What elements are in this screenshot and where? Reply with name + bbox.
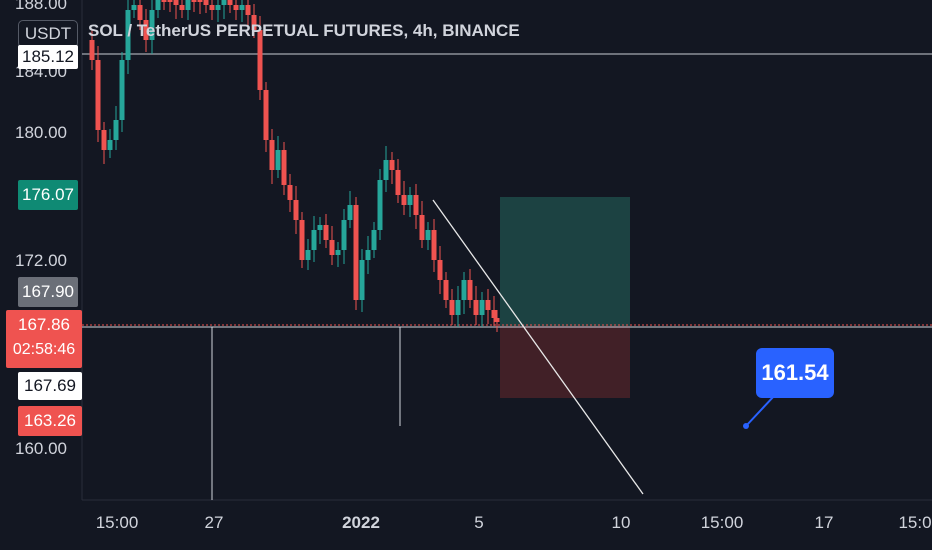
- candle-body: [347, 205, 353, 220]
- candle-body: [161, 0, 167, 2]
- candle-body: [461, 280, 467, 300]
- candle-body: [227, 0, 233, 5]
- time-tick-1500-a: 15:00: [95, 513, 139, 532]
- candle-body: [131, 5, 137, 10]
- candle-body: [299, 220, 305, 260]
- take-profit-price-label: 176.07: [18, 180, 78, 210]
- candle-body: [437, 260, 443, 280]
- price-tick-188: 188.00: [15, 0, 67, 13]
- candle-body: [263, 90, 269, 140]
- candle-body: [269, 140, 275, 170]
- candle-body: [449, 300, 455, 315]
- candle-body: [353, 205, 359, 300]
- candle-body: [179, 5, 185, 10]
- candle-body: [107, 140, 113, 150]
- candle-body: [233, 5, 239, 10]
- candle-body: [395, 170, 401, 195]
- candle-body: [167, 0, 173, 2]
- time-tick-2022: 2022: [342, 513, 380, 532]
- candle-body: [389, 160, 395, 170]
- candle-body: [365, 250, 371, 260]
- candle-body: [443, 280, 449, 300]
- candle-body: [494, 318, 500, 322]
- candle-body: [305, 250, 311, 260]
- candle-body: [317, 225, 323, 230]
- candle-body: [89, 40, 95, 60]
- candle-body: [203, 0, 209, 5]
- callout-pointer: [745, 394, 776, 427]
- candle-body: [137, 5, 143, 20]
- candle-body: [407, 195, 413, 205]
- candle-body: [125, 10, 131, 60]
- candles-group: [89, 0, 500, 332]
- time-tick-17: 17: [814, 513, 834, 532]
- candle-body: [101, 130, 107, 150]
- candle-body: [281, 150, 287, 185]
- time-tick-1500-c: 15:0: [898, 513, 932, 532]
- take-profit-zone[interactable]: [500, 197, 630, 326]
- candle-body: [197, 0, 203, 2]
- time-tick-5: 5: [474, 513, 484, 532]
- candle-body: [143, 20, 149, 40]
- currency-badge[interactable]: USDT: [18, 20, 78, 48]
- candle-body: [173, 0, 179, 5]
- time-tick-10: 10: [611, 513, 631, 532]
- candle-body: [215, 5, 221, 10]
- price-target-callout[interactable]: 161.54: [756, 348, 834, 398]
- last-price-label: 167.86: [18, 315, 70, 334]
- candle-body: [113, 120, 119, 140]
- candle-body: [209, 5, 215, 10]
- alert-line-price-label: 185.12: [18, 45, 78, 69]
- candle-body: [251, 15, 257, 30]
- candle-body: [239, 5, 245, 10]
- candle-body: [341, 220, 347, 250]
- trend-line[interactable]: [432, 199, 644, 495]
- candle-body: [377, 180, 383, 230]
- candle-body: [383, 160, 389, 180]
- candle-body: [419, 215, 425, 240]
- countdown-label: 02:58:46: [12, 341, 76, 358]
- time-tick-1500-b: 15:00: [700, 513, 744, 532]
- candle-body: [467, 280, 473, 300]
- candle-body: [401, 195, 407, 205]
- candle-body: [293, 200, 299, 220]
- candle-body: [323, 225, 329, 240]
- candle-body: [185, 0, 191, 10]
- candle-body: [371, 230, 377, 250]
- time-tick-27: 27: [204, 513, 224, 532]
- candle-body: [329, 240, 335, 255]
- stop-price-label: 163.26: [18, 406, 82, 436]
- last-price-label-box: 167.86 02:58:46: [6, 310, 82, 368]
- price-tick-172: 172.00: [15, 251, 67, 270]
- entry-price-label: 167.69: [18, 372, 82, 400]
- candle-body: [491, 310, 497, 318]
- stop-loss-zone[interactable]: [500, 326, 630, 398]
- candle-body: [257, 30, 263, 90]
- candle-body: [485, 300, 491, 310]
- candle-body: [95, 60, 101, 130]
- candle-body: [311, 230, 317, 250]
- candle-body: [413, 195, 419, 215]
- callout-anchor: [743, 423, 749, 429]
- candle-body: [473, 300, 479, 315]
- candle-body: [221, 0, 227, 5]
- candle-body: [245, 5, 251, 15]
- candle-body: [155, 0, 161, 10]
- candle-body: [479, 300, 485, 315]
- candle-body: [431, 230, 437, 260]
- candle-body: [149, 10, 155, 40]
- candle-body: [191, 0, 197, 2]
- candle-body: [335, 250, 341, 255]
- candle-body: [425, 230, 431, 240]
- chart-title: SOL / TetherUS PERPETUAL FUTURES, 4h, BI…: [88, 21, 520, 40]
- price-tick-160: 160.00: [15, 439, 67, 458]
- candle-body: [119, 60, 125, 120]
- candle-body: [275, 150, 281, 170]
- candle-body: [455, 300, 461, 315]
- high-price-label: 167.90: [18, 277, 78, 307]
- price-tick-180: 180.00: [15, 123, 67, 142]
- candle-body: [287, 185, 293, 200]
- candle-body: [359, 260, 365, 300]
